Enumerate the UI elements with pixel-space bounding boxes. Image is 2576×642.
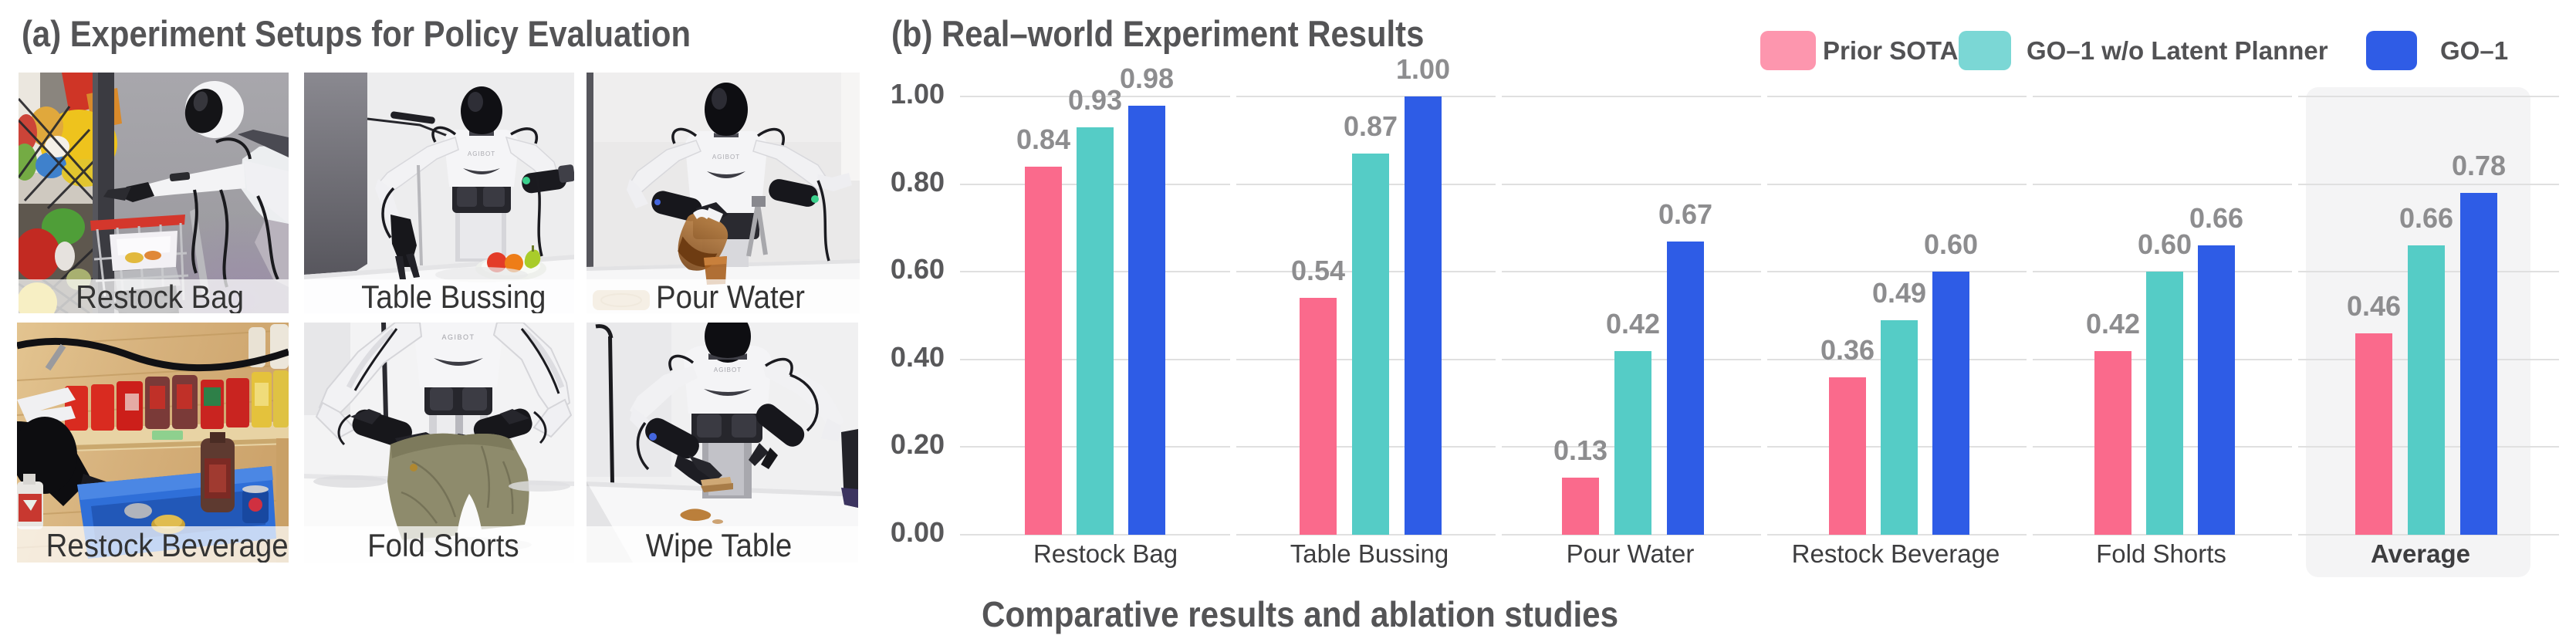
svg-text:AGIBOT: AGIBOT: [441, 333, 475, 341]
svg-text:AGIBOT: AGIBOT: [468, 150, 495, 157]
svg-text:AGIBOT: AGIBOT: [714, 367, 742, 373]
svg-text:AGIBOT: AGIBOT: [712, 154, 740, 160]
